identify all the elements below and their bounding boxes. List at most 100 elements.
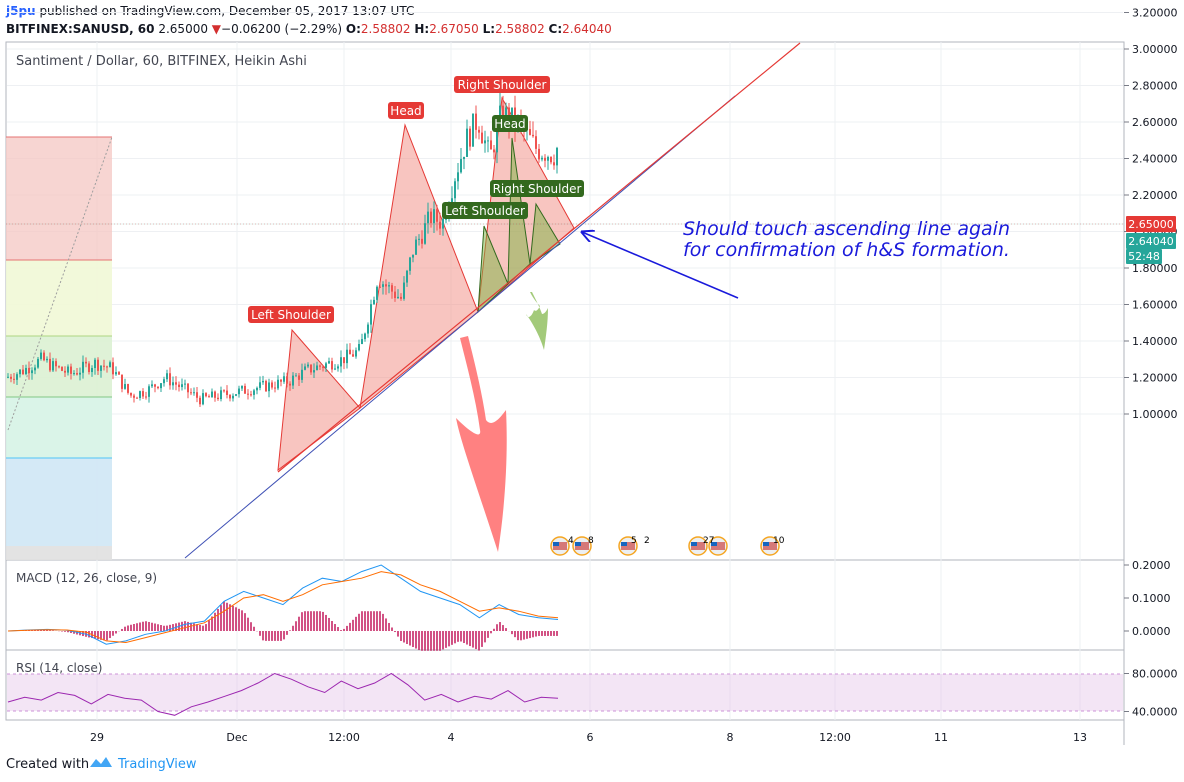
candle-body xyxy=(361,339,363,345)
rsi-band xyxy=(7,674,1123,711)
candle-body xyxy=(487,140,489,142)
price-tick-label: 2.40000 xyxy=(1132,153,1178,166)
candle-body xyxy=(232,395,234,399)
author-link[interactable]: j5pu xyxy=(6,4,36,18)
candle-body xyxy=(352,354,354,357)
candlestick-series xyxy=(7,92,558,408)
event-badges[interactable]: 4 8 5 2 27 10 xyxy=(550,536,785,556)
candle-body xyxy=(49,358,51,371)
candle-body xyxy=(469,128,471,147)
candle-body xyxy=(550,157,552,163)
candle-body xyxy=(133,395,135,398)
high-label: H: xyxy=(414,22,430,36)
candle-body xyxy=(472,113,474,147)
candle-body xyxy=(196,392,198,398)
time-tick-label: 13 xyxy=(1073,731,1087,744)
candle-body xyxy=(154,384,156,387)
low-value: 2.58802 xyxy=(495,22,545,36)
candle-body xyxy=(406,270,408,283)
event-badge-count: 10 xyxy=(773,536,785,546)
rsi-title: RSI (14, close) xyxy=(16,661,102,675)
price-tick-label: 3.00000 xyxy=(1132,43,1178,56)
candle-body xyxy=(322,366,324,368)
candle-body xyxy=(340,357,342,367)
candle-body xyxy=(367,324,369,334)
candle-body xyxy=(241,385,243,389)
last-price: 2.65000 xyxy=(158,22,208,36)
chart-title: Santiment / Dollar, 60, BITFINEX, Heikin… xyxy=(16,54,307,69)
candle-body xyxy=(217,397,219,400)
fib-zones xyxy=(6,136,113,560)
candle-body xyxy=(325,363,327,368)
candle-body xyxy=(271,382,273,388)
candle-body xyxy=(502,105,504,124)
candle-body xyxy=(454,181,456,199)
candle-body xyxy=(418,238,420,240)
candle-body xyxy=(136,397,138,399)
low-label: L: xyxy=(482,22,496,36)
candle-body xyxy=(304,366,306,370)
candle-body xyxy=(37,358,39,368)
candle-body xyxy=(490,140,492,150)
pattern-label-text: Head xyxy=(390,104,421,118)
candle-body xyxy=(82,361,84,373)
candle-body xyxy=(547,157,549,161)
candle-body xyxy=(46,358,48,361)
last-price-tag: 2.65000 xyxy=(1128,218,1174,231)
candle-body xyxy=(556,147,558,166)
candle-body xyxy=(397,296,399,299)
symbol-name[interactable]: BITFINEX:SANUSD, 60 xyxy=(6,22,155,36)
candle-body xyxy=(394,291,396,299)
candle-body xyxy=(334,368,336,370)
candle-body xyxy=(184,383,186,385)
candle-body xyxy=(67,366,69,373)
candle-body xyxy=(409,257,411,271)
candle-body xyxy=(496,123,498,153)
candle-body xyxy=(208,396,210,398)
time-tick-label: Dec xyxy=(226,731,247,744)
candle-body xyxy=(544,157,546,161)
candle-body xyxy=(337,366,339,369)
candle-body xyxy=(286,376,288,384)
symbol-line: BITFINEX:SANUSD, 60 2.65000 ▼−0.06200 (−… xyxy=(6,22,612,36)
candle-body xyxy=(370,304,372,325)
rsi-tick-label: 80.0000 xyxy=(1132,668,1178,681)
tradingview-brand-link[interactable]: TradingView xyxy=(118,757,197,772)
rsi-line xyxy=(7,672,559,716)
candle-body xyxy=(457,172,459,182)
candle-body xyxy=(157,386,159,389)
price-tick-label: 3.20000 xyxy=(1132,7,1178,20)
candle-body xyxy=(262,380,264,383)
us-flag-icon xyxy=(760,536,780,556)
candle-body xyxy=(415,239,417,255)
candle-body xyxy=(382,284,384,287)
candle-body xyxy=(172,382,174,386)
candle-body xyxy=(145,396,147,398)
candle-body xyxy=(58,366,60,368)
candle-body xyxy=(226,390,228,395)
candle-body xyxy=(259,382,261,388)
pattern-labels: Left Shoulder Head Right Shoulder Left S… xyxy=(248,76,584,323)
tradingview-logo-icon[interactable] xyxy=(88,754,114,776)
candle-body xyxy=(214,391,216,398)
candle-body xyxy=(52,361,54,371)
candle-body xyxy=(169,373,171,386)
candle-body xyxy=(91,368,93,373)
candle-body xyxy=(190,392,192,394)
annotation-arrow xyxy=(582,232,739,299)
countdown-tag: 52:48 xyxy=(1128,250,1160,263)
us-flag-icon xyxy=(572,536,592,556)
candle-body xyxy=(289,383,291,386)
candle-body xyxy=(301,369,303,380)
candle-body xyxy=(319,365,321,367)
price-tick-label: 1.40000 xyxy=(1132,335,1178,348)
candle-body xyxy=(13,378,15,380)
time-tick-label: 8 xyxy=(727,731,734,744)
green-down-arrow xyxy=(526,292,548,350)
candle-body xyxy=(442,218,444,229)
candle-body xyxy=(100,365,102,371)
drawn-down-arrows xyxy=(456,292,548,552)
price-axis: 3.600003.400003.200003.000002.800002.600… xyxy=(1124,7,1178,421)
annotation-line-1: Should touch ascending line again xyxy=(683,218,1010,240)
